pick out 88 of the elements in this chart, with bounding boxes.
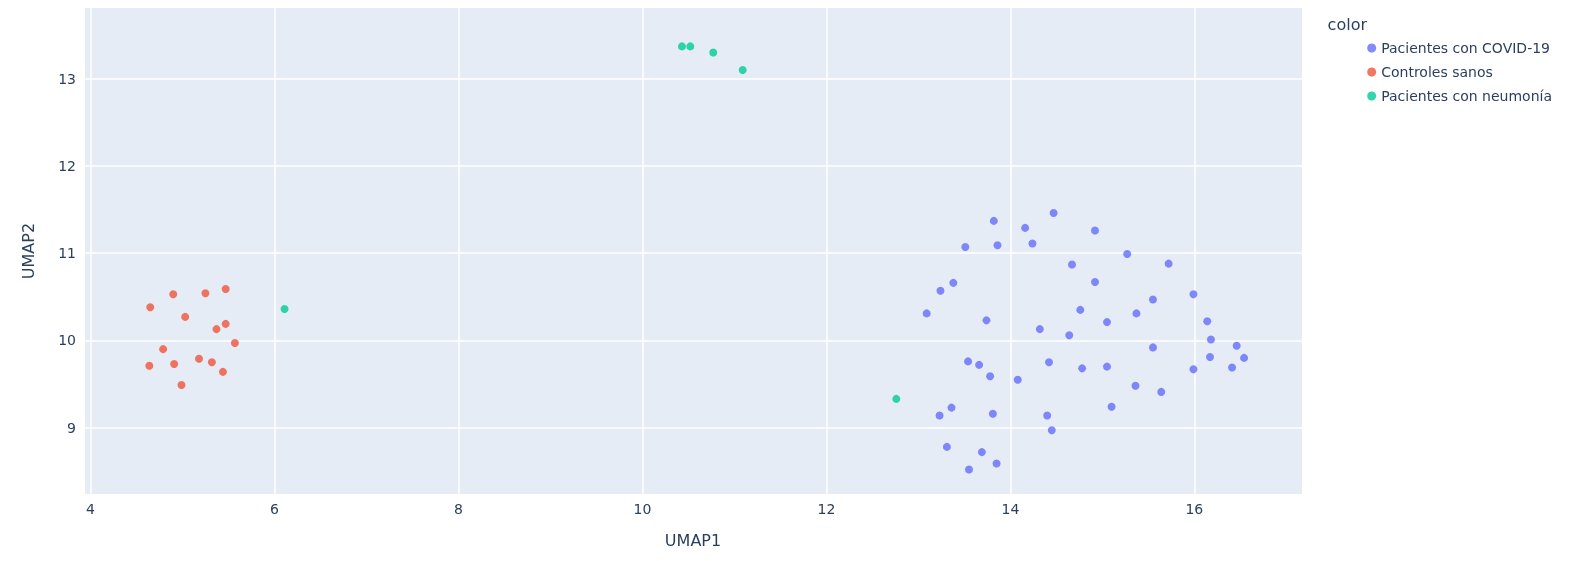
point bbox=[677, 42, 686, 51]
point bbox=[201, 289, 210, 298]
point bbox=[1107, 402, 1116, 411]
point bbox=[1049, 209, 1058, 218]
point bbox=[145, 361, 154, 370]
point bbox=[170, 359, 179, 368]
y-tick-label: 13 bbox=[58, 70, 76, 87]
point bbox=[1132, 309, 1141, 318]
point bbox=[1047, 426, 1056, 435]
point bbox=[1189, 365, 1198, 374]
point bbox=[280, 305, 289, 314]
point bbox=[942, 442, 951, 451]
point bbox=[989, 216, 998, 225]
point bbox=[947, 403, 956, 412]
x-tick-label: 4 bbox=[85, 501, 95, 517]
x-axis-title: UMAP1 bbox=[664, 530, 722, 550]
point bbox=[1065, 331, 1074, 340]
point bbox=[1240, 353, 1249, 362]
point bbox=[1043, 411, 1052, 420]
point bbox=[988, 409, 997, 418]
point bbox=[181, 312, 190, 321]
x-tick-label: 6 bbox=[269, 501, 279, 517]
point bbox=[1206, 335, 1215, 344]
point bbox=[922, 309, 931, 318]
point bbox=[1102, 362, 1111, 371]
point bbox=[1021, 223, 1030, 232]
point bbox=[1091, 226, 1100, 235]
point bbox=[1123, 250, 1132, 259]
y-tick-label: 10 bbox=[58, 332, 76, 349]
point bbox=[1091, 277, 1100, 286]
y-axis-title: UMAP2 bbox=[18, 222, 38, 280]
point bbox=[1045, 358, 1054, 367]
point bbox=[177, 380, 186, 389]
y-tick-label: 11 bbox=[58, 245, 76, 262]
point bbox=[992, 459, 1001, 468]
point bbox=[159, 345, 168, 354]
x-tick-label: 14 bbox=[1001, 501, 1020, 517]
point bbox=[935, 411, 944, 420]
point bbox=[1164, 259, 1173, 268]
point bbox=[1203, 317, 1212, 326]
point bbox=[1189, 290, 1198, 299]
point bbox=[949, 278, 958, 287]
point bbox=[218, 367, 227, 376]
x-tick-label: 16 bbox=[1185, 501, 1204, 517]
point bbox=[1102, 318, 1111, 327]
point bbox=[975, 360, 984, 369]
point bbox=[221, 284, 230, 293]
legend-label: Controles sanos bbox=[1381, 64, 1493, 80]
point bbox=[1076, 305, 1085, 314]
point bbox=[212, 325, 221, 334]
legend-title: color bbox=[1327, 14, 1368, 34]
point bbox=[195, 354, 203, 363]
point bbox=[1228, 363, 1237, 372]
point bbox=[1035, 325, 1044, 334]
point bbox=[1078, 364, 1087, 373]
point bbox=[230, 339, 239, 348]
y-tick-label: 9 bbox=[67, 419, 76, 436]
point bbox=[207, 358, 216, 367]
point bbox=[936, 286, 945, 295]
point bbox=[1148, 295, 1157, 304]
legend-label: Pacientes con COVID-19 bbox=[1381, 40, 1551, 56]
x-tick-label: 10 bbox=[633, 501, 652, 517]
legend-label: Pacientes con neumonía bbox=[1381, 88, 1553, 104]
point bbox=[892, 394, 901, 403]
point bbox=[1157, 387, 1166, 396]
point bbox=[977, 448, 986, 457]
x-tick-label: 8 bbox=[453, 501, 463, 517]
point bbox=[1232, 341, 1241, 350]
point bbox=[1028, 239, 1037, 248]
point bbox=[982, 316, 991, 325]
point bbox=[738, 65, 747, 74]
x-tick-label: 12 bbox=[817, 501, 836, 517]
point bbox=[146, 303, 155, 312]
point bbox=[964, 465, 973, 474]
point bbox=[1148, 343, 1157, 352]
point bbox=[686, 42, 695, 51]
y-tick-label: 12 bbox=[58, 157, 76, 174]
point bbox=[1068, 260, 1077, 269]
point bbox=[986, 372, 995, 381]
point bbox=[961, 243, 970, 252]
point bbox=[964, 357, 973, 366]
point bbox=[1206, 353, 1215, 362]
point bbox=[169, 290, 178, 299]
point bbox=[993, 241, 1002, 250]
point bbox=[221, 319, 230, 328]
point bbox=[1013, 375, 1022, 384]
point bbox=[1131, 381, 1140, 390]
point bbox=[709, 48, 718, 57]
